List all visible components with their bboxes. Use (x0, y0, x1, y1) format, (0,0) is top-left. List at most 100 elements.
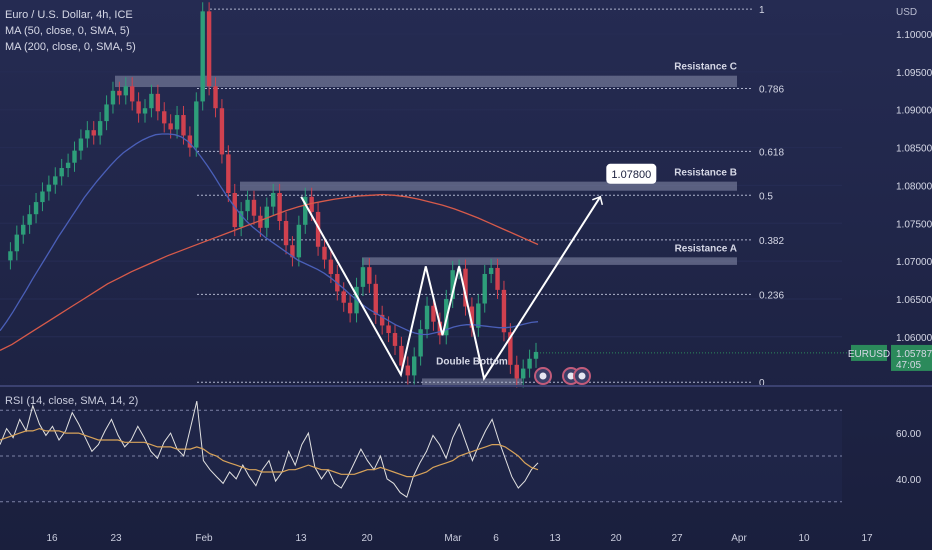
candle-body (392, 333, 398, 346)
time-tick: 23 (110, 533, 122, 544)
candle-body (97, 121, 103, 136)
price-tick: 1.07500 (896, 219, 932, 230)
candle-body (238, 211, 244, 228)
target-callout[interactable]: 1.07800 (606, 163, 657, 184)
candle-body (277, 193, 282, 222)
rsi-legend[interactable]: RSI (14, close, SMA, 14, 2) (5, 395, 139, 407)
candle-body (399, 345, 404, 366)
price-tick: 1.06000 (896, 333, 932, 344)
ma200-legend[interactable]: MA (200, close, 0, SMA, 5) (5, 41, 136, 53)
candle-body (290, 245, 295, 258)
candle-body (174, 115, 180, 130)
event-icon-dot (567, 372, 575, 380)
candle-body (194, 101, 199, 148)
ma200-line (0, 193, 539, 351)
candle-body (476, 303, 481, 328)
candle-body (296, 224, 302, 258)
candle-body (450, 270, 455, 299)
price-tick: 1.08000 (896, 181, 932, 192)
symbol-badge-label: EURUSD (848, 349, 890, 360)
resistance-zone[interactable] (240, 181, 737, 191)
fib-levels: 1 0.786 0.618 0.5 0.382 0.236 0 (197, 5, 784, 389)
chart-legend: Euro / U.S. Dollar, 4h, ICE MA (50, clos… (5, 7, 136, 55)
candle-body (424, 305, 430, 330)
price-tick: 1.08500 (896, 144, 932, 155)
candle-body (386, 325, 391, 334)
fib-label: 0.236 (759, 290, 784, 301)
time-axis: 16 23 Feb 13 20 Mar 6 13 20 27 Apr 10 17 (46, 533, 873, 544)
currency-label: USD (896, 7, 918, 18)
price-tick: 1.06500 (896, 295, 932, 306)
candle-body (123, 86, 128, 96)
candle-body (8, 251, 13, 261)
candle-body (482, 273, 487, 304)
candle-body (104, 104, 109, 122)
candle-body (463, 268, 468, 307)
last-price-badge[interactable] (891, 344, 932, 371)
price-tick: 1.07000 (896, 257, 932, 268)
time-tick: 13 (295, 533, 307, 544)
candle-body (527, 358, 532, 369)
candle-body (149, 93, 154, 109)
candle-body (245, 199, 250, 212)
symbol-title[interactable]: Euro / U.S. Dollar, 4h, ICE (5, 9, 133, 21)
last-price-value: 1.05787 (896, 349, 932, 360)
candle-body (469, 306, 475, 328)
candle-body (27, 214, 32, 225)
fib-label: 0 (759, 378, 765, 389)
candle-body (142, 108, 148, 114)
time-tick: 27 (671, 533, 683, 544)
moving-averages (0, 133, 539, 351)
symbol-badge[interactable] (851, 344, 887, 361)
price-axis: 1.10000 1.09500 1.09000 1.08500 1.08000 1.075… (896, 30, 932, 344)
fib-label: 0.5 (759, 191, 773, 202)
candle-body (168, 123, 173, 130)
candle-body (110, 90, 116, 105)
candle-body (488, 267, 494, 274)
resistance-zone[interactable] (362, 257, 737, 265)
time-tick: 13 (549, 533, 561, 544)
double-bottom-label: Double Bottom (436, 356, 508, 367)
candle-body (129, 86, 135, 102)
fib-label: 0.618 (759, 147, 784, 158)
fib-label: 1 (759, 5, 765, 16)
candle-body (514, 364, 519, 379)
candle-body (33, 202, 39, 215)
candle-body (251, 199, 257, 216)
candle-body (226, 154, 231, 193)
candle-body (283, 221, 289, 246)
price-tick: 1.09000 (896, 106, 932, 117)
candle-body (418, 329, 423, 357)
target-box (606, 163, 657, 184)
candle-body (373, 283, 378, 315)
candle-body (117, 90, 122, 96)
fib-label: 0.786 (759, 85, 784, 96)
time-tick: 17 (861, 533, 873, 544)
candle-body (187, 135, 193, 148)
resistance-label: Resistance C (674, 62, 737, 73)
candle-body (315, 211, 321, 247)
pattern-layer: 1.07800 Double Bottom (300, 163, 657, 385)
candle-body (53, 176, 58, 185)
candle-body (341, 291, 346, 303)
time-tick: Mar (444, 533, 462, 544)
candles-layer (8, 2, 539, 388)
time-tick: 6 (493, 533, 499, 544)
candle-body (181, 115, 186, 136)
resistance-zone[interactable] (115, 75, 737, 88)
candle-body (431, 305, 436, 322)
candle-body (347, 302, 353, 314)
price-tick: 1.09500 (896, 68, 932, 79)
time-tick: 16 (46, 533, 58, 544)
ma50-line (0, 133, 539, 336)
event-icon-dot (539, 372, 547, 380)
ma50-legend[interactable]: MA (50, close, 0, SMA, 5) (5, 25, 130, 37)
support-zone[interactable] (422, 378, 522, 387)
candle-body (360, 267, 366, 287)
candle-body (14, 234, 20, 252)
double-bottom-path[interactable] (300, 196, 602, 381)
candle-body (72, 150, 77, 163)
candle-body (59, 168, 64, 177)
